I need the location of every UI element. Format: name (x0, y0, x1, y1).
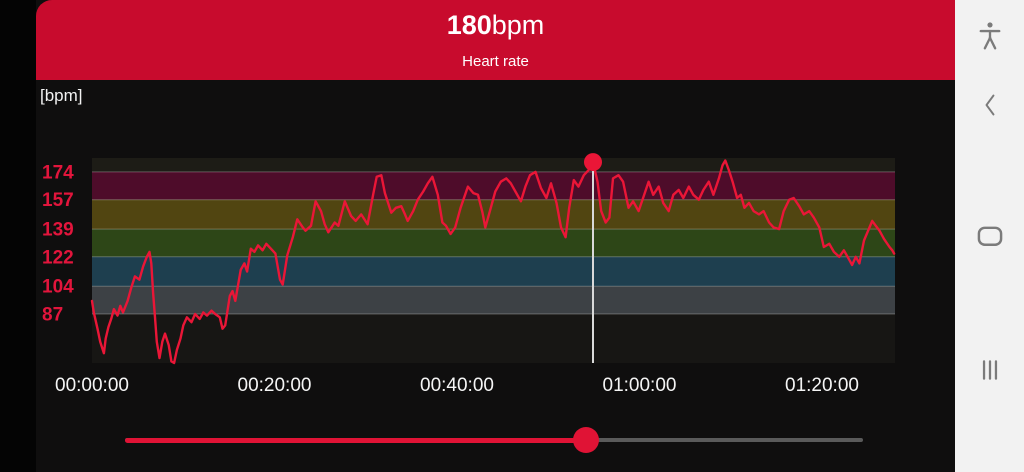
heart-rate-header: 180bpm Heart rate (36, 0, 955, 80)
metric-label: Heart rate (462, 53, 529, 70)
hr-zone-band (92, 229, 895, 257)
accessibility-icon (979, 22, 1000, 50)
bpm-number: 180 (446, 10, 492, 40)
y-tick-label: 104 (42, 277, 74, 298)
x-tick-label: 00:00:00 (55, 375, 129, 396)
back-chevron-icon (985, 94, 994, 116)
current-bpm-value: 180bpm (36, 10, 955, 40)
hr-zone-band (92, 199, 895, 230)
home-squircle-icon (977, 226, 1002, 246)
home-button[interactable] (955, 222, 1024, 250)
y-tick-label: 174 (42, 162, 74, 183)
back-button[interactable] (955, 90, 1024, 120)
y-tick-label: 157 (42, 190, 74, 211)
slider-fill (125, 437, 586, 443)
x-tick-label: 01:20:00 (785, 375, 859, 396)
hr-zone-band (92, 256, 895, 287)
left-edge-strip (0, 0, 36, 472)
slider-handle[interactable] (573, 427, 599, 453)
y-tick-label: 87 (42, 305, 63, 326)
cursor-dot[interactable] (584, 153, 602, 172)
x-tick-label: 01:00:00 (603, 375, 677, 396)
y-tick-label: 122 (42, 247, 74, 268)
hr-zone-band (92, 286, 895, 314)
hr-zone-band (92, 314, 895, 363)
hr-zone-band (92, 158, 895, 172)
heart-rate-line (90, 159, 896, 365)
x-tick-label: 00:40:00 (420, 375, 494, 396)
x-tick-label: 00:20:00 (238, 375, 312, 396)
navigation-bar (955, 0, 1024, 472)
recents-bars-icon (982, 360, 997, 380)
recents-button[interactable] (955, 356, 1024, 384)
y-tick-label: 139 (42, 220, 74, 241)
y-axis-unit-label: [bpm] (40, 86, 83, 105)
accessibility-button[interactable] (955, 18, 1024, 54)
bpm-unit: bpm (491, 10, 545, 40)
